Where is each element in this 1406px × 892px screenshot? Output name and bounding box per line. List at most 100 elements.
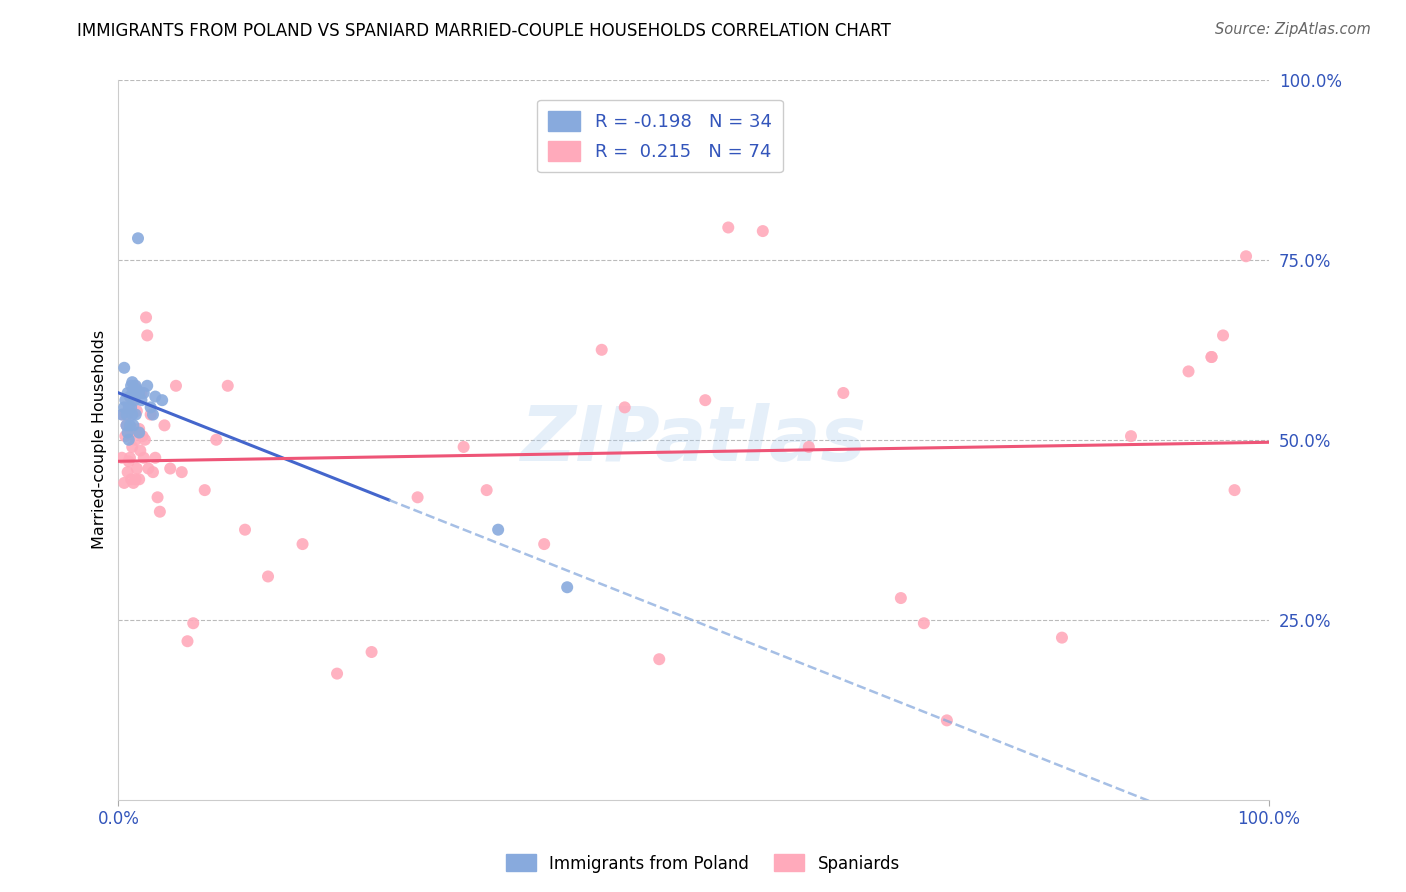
Point bbox=[111, 408, 134, 422]
Point bbox=[112, 401, 135, 415]
Legend: R = -0.198   N = 34, R =  0.215   N = 74: R = -0.198 N = 34, R = 0.215 N = 74 bbox=[537, 100, 783, 172]
Point bbox=[120, 472, 142, 486]
Point bbox=[132, 386, 155, 401]
Point bbox=[131, 429, 153, 443]
Point bbox=[176, 634, 198, 648]
Point bbox=[453, 440, 475, 454]
Point bbox=[1201, 350, 1223, 364]
Point bbox=[1119, 429, 1142, 443]
Point bbox=[117, 386, 139, 401]
Point bbox=[117, 425, 139, 440]
Point bbox=[1201, 350, 1223, 364]
Point bbox=[134, 433, 156, 447]
Point bbox=[138, 461, 160, 475]
Point bbox=[486, 523, 509, 537]
Point bbox=[125, 383, 148, 397]
Point bbox=[127, 231, 149, 245]
Point bbox=[129, 443, 152, 458]
Point bbox=[112, 408, 135, 422]
Point bbox=[125, 408, 148, 422]
Point bbox=[142, 465, 165, 479]
Point bbox=[118, 450, 141, 465]
Point bbox=[131, 393, 153, 408]
Point bbox=[139, 401, 162, 415]
Point bbox=[591, 343, 613, 357]
Point bbox=[114, 429, 136, 443]
Point bbox=[125, 378, 148, 392]
Point bbox=[613, 401, 636, 415]
Point bbox=[127, 386, 149, 401]
Point bbox=[118, 418, 141, 433]
Point bbox=[142, 408, 165, 422]
Point bbox=[114, 393, 136, 408]
Point bbox=[217, 378, 239, 392]
Point bbox=[912, 616, 935, 631]
Point bbox=[118, 454, 141, 468]
Point bbox=[135, 310, 157, 325]
Point bbox=[121, 408, 143, 422]
Point bbox=[136, 378, 159, 392]
Point bbox=[124, 378, 146, 392]
Point bbox=[890, 591, 912, 605]
Point bbox=[1177, 364, 1199, 378]
Point bbox=[120, 401, 142, 415]
Point bbox=[115, 408, 138, 422]
Text: IMMIGRANTS FROM POLAND VS SPANIARD MARRIED-COUPLE HOUSEHOLDS CORRELATION CHART: IMMIGRANTS FROM POLAND VS SPANIARD MARRI… bbox=[77, 22, 891, 40]
Point bbox=[125, 433, 148, 447]
Legend: Immigrants from Poland, Spaniards: Immigrants from Poland, Spaniards bbox=[499, 847, 907, 880]
Point bbox=[122, 418, 145, 433]
Point bbox=[233, 523, 256, 537]
Point bbox=[146, 491, 169, 505]
Point bbox=[797, 440, 820, 454]
Point bbox=[128, 425, 150, 440]
Point bbox=[115, 418, 138, 433]
Text: Source: ZipAtlas.com: Source: ZipAtlas.com bbox=[1215, 22, 1371, 37]
Point bbox=[118, 401, 141, 415]
Point bbox=[1223, 483, 1246, 497]
Point bbox=[121, 440, 143, 454]
Point bbox=[257, 569, 280, 583]
Point bbox=[360, 645, 382, 659]
Point bbox=[1234, 249, 1257, 263]
Point bbox=[128, 386, 150, 401]
Point bbox=[406, 491, 429, 505]
Point bbox=[139, 408, 162, 422]
Point bbox=[291, 537, 314, 551]
Point bbox=[181, 616, 204, 631]
Point bbox=[935, 714, 957, 728]
Point bbox=[121, 393, 143, 408]
Point bbox=[832, 386, 855, 401]
Point bbox=[170, 465, 193, 479]
Point bbox=[153, 418, 176, 433]
Point bbox=[117, 408, 139, 422]
Point bbox=[120, 425, 142, 440]
Point bbox=[125, 472, 148, 486]
Point bbox=[118, 390, 141, 404]
Point bbox=[752, 224, 775, 238]
Point bbox=[165, 378, 187, 392]
Point bbox=[150, 393, 173, 408]
Point bbox=[118, 433, 141, 447]
Point bbox=[112, 475, 135, 490]
Point bbox=[717, 220, 740, 235]
Point bbox=[128, 472, 150, 486]
Point bbox=[1050, 631, 1073, 645]
Point bbox=[115, 418, 138, 433]
Point bbox=[648, 652, 671, 666]
Point bbox=[533, 537, 555, 551]
Point bbox=[122, 383, 145, 397]
Text: ZIPatlas: ZIPatlas bbox=[520, 403, 866, 476]
Point bbox=[136, 328, 159, 343]
Point bbox=[695, 393, 717, 408]
Point bbox=[128, 422, 150, 436]
Point bbox=[118, 390, 141, 404]
Point bbox=[111, 450, 134, 465]
Point bbox=[143, 450, 166, 465]
Point bbox=[132, 450, 155, 465]
Point bbox=[112, 360, 135, 375]
Point bbox=[125, 404, 148, 418]
Point bbox=[120, 378, 142, 392]
Point bbox=[326, 666, 349, 681]
Point bbox=[1212, 328, 1234, 343]
Point bbox=[125, 461, 148, 475]
